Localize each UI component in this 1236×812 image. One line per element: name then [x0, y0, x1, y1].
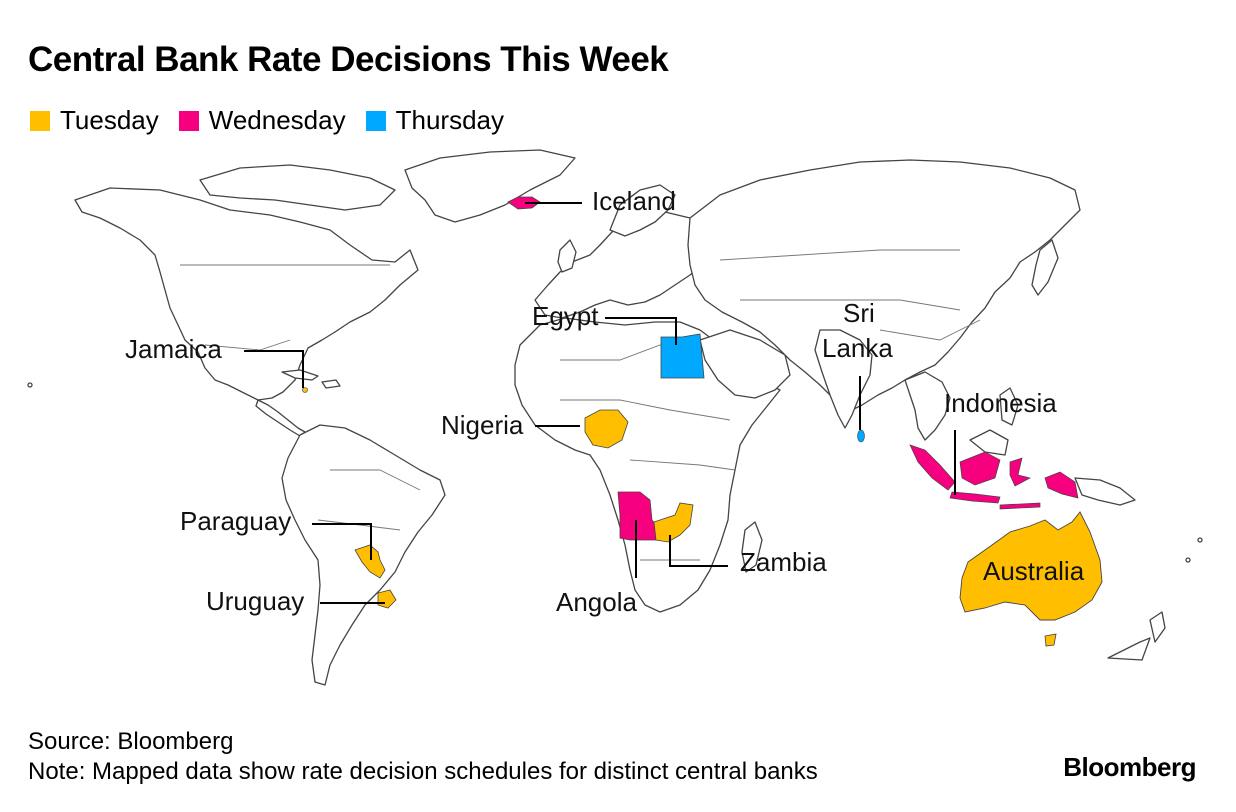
indonesia-borneo — [959, 451, 1001, 486]
hawaii-shape — [27, 382, 33, 388]
madagascar-shape — [741, 521, 763, 573]
label-sri-lanka-line1: Sri — [843, 298, 875, 328]
leader-zambia — [669, 535, 728, 567]
indonesia-papua — [1044, 471, 1079, 499]
country-australia — [959, 511, 1103, 621]
country-egypt — [660, 333, 705, 379]
legend-item-wednesday: Wednesday — [178, 105, 346, 136]
label-zambia: Zambia — [740, 547, 827, 577]
indonesia-sumatra — [909, 444, 956, 491]
new-zealand-shape — [1107, 611, 1166, 661]
leader-lines — [244, 202, 956, 604]
world-map: Iceland Egypt Sri Lanka Jamaica Nigeria … — [27, 149, 1203, 686]
country-jamaica — [302, 387, 308, 393]
central-america-shape — [255, 399, 306, 437]
label-jamaica: Jamaica — [125, 334, 222, 364]
indonesia-sulawesi — [1009, 457, 1031, 487]
country-zambia — [653, 502, 694, 543]
indonesia-small-islands — [999, 502, 1041, 510]
country-uruguay — [377, 589, 397, 609]
highlighted-countries — [302, 196, 1103, 647]
pacific-island-shape — [1185, 557, 1191, 563]
leader-jamaica — [244, 350, 304, 388]
legend-swatch-thursday — [365, 110, 386, 131]
japan-shape — [1031, 239, 1059, 296]
greenland-shape — [404, 149, 576, 223]
india-shape — [814, 329, 873, 429]
philippines-shape — [999, 387, 1019, 426]
country-australia-tasmania — [1044, 633, 1057, 647]
country-nigeria — [584, 409, 629, 449]
indonesia-java — [949, 491, 1001, 504]
source-note: Source: Bloomberg — [28, 728, 234, 755]
leader-egypt — [605, 317, 677, 345]
country-sri-lanka — [857, 429, 865, 443]
cuba-shape — [281, 369, 319, 381]
label-australia: Australia — [983, 556, 1085, 586]
borneo-north-shape — [969, 429, 1009, 456]
arctic-islands-shape — [199, 164, 396, 211]
label-angola: Angola — [556, 587, 637, 617]
legend-swatch-wednesday — [178, 110, 199, 131]
label-paraguay: Paraguay — [180, 506, 291, 536]
arabia-shape — [699, 329, 791, 399]
southeast-asia-shape — [904, 371, 951, 441]
footnote: Note: Mapped data show rate decision sch… — [28, 758, 818, 785]
legend-label-thursday: Thursday — [395, 105, 504, 135]
hispaniola-shape — [321, 379, 341, 389]
label-iceland: Iceland — [592, 186, 676, 216]
scandinavia-shape — [609, 184, 676, 237]
label-egypt: Egypt — [532, 301, 599, 331]
legend-label-wednesday: Wednesday — [208, 105, 346, 135]
britain-shape — [557, 239, 577, 273]
country-paraguay — [354, 544, 386, 579]
label-nigeria: Nigeria — [441, 410, 524, 440]
bloomberg-logo: Bloomberg — [1063, 752, 1196, 782]
legend-swatch-tuesday — [30, 110, 50, 131]
chart-title: Central Bank Rate Decisions This Week — [28, 40, 669, 79]
legend-item-thursday: Thursday — [365, 105, 504, 136]
leader-paraguay — [312, 523, 372, 560]
label-sri-lanka-line2: Lanka — [822, 333, 893, 363]
label-uruguay: Uruguay — [206, 586, 304, 616]
legend-item-tuesday: Tuesday — [30, 105, 159, 136]
country-indonesia — [909, 444, 1079, 510]
asia-shape — [687, 159, 1081, 413]
north-america-shape — [74, 187, 419, 401]
pacific-island-shape — [1197, 537, 1203, 543]
new-guinea-shape — [1074, 477, 1136, 506]
country-labels: Iceland Egypt Sri Lanka Jamaica Nigeria … — [125, 186, 1085, 617]
label-indonesia: Indonesia — [944, 388, 1057, 418]
africa-shape — [514, 317, 781, 613]
legend-label-tuesday: Tuesday — [60, 105, 159, 135]
legend: Tuesday Wednesday Thursday — [30, 105, 524, 136]
